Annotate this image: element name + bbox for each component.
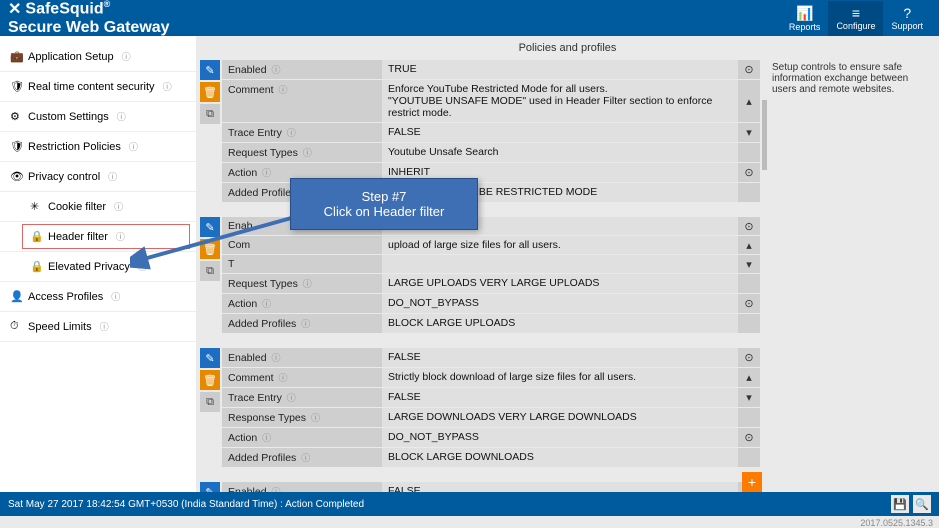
copy-button[interactable]: ⧉ [200,104,220,124]
sidebar-item-elevated-privacy[interactable]: 🔒 Elevated Privacyⓘ [0,252,196,282]
card-actions: ✎ 🗑 ⧉ [200,348,222,468]
lock-icon: 🔒 [30,230,42,243]
sidebar-item-cookie-filter[interactable]: ✳ Cookie filterⓘ [0,192,196,222]
info-icon: ⓘ [116,230,125,243]
toggle-button[interactable]: ⊙ [738,60,760,80]
version-label: 2017.0525.1345.3 [860,518,933,528]
card-actions: ✎ 🗑 ⧉ [200,60,222,203]
description-panel: Setup controls to ensure safe informatio… [764,60,939,492]
info-icon: ⓘ [117,110,126,123]
policy-card: ✎ 🗑 ⧉ Enabled ⓘFALSE⊙ Comment ⓘStrictly … [200,348,760,468]
sidebar-item-access[interactable]: 👤 Access Profilesⓘ [0,282,196,312]
sidebar-item-app-setup[interactable]: 💼 Application Setupⓘ [0,42,196,72]
sliders-icon: ≡ [836,5,875,21]
add-policy-button[interactable]: + [742,472,762,492]
status-icons: 💾 🔍 [891,495,931,513]
logo: ✕ SafeSquid® Secure Web Gateway [8,0,170,37]
topbar-actions: 📊 Reports ≡ Configure ? Support [781,1,931,36]
copy-button[interactable]: ⧉ [200,392,220,412]
chart-icon: 📊 [789,5,821,22]
main-body: ✎ 🗑 ⧉ Enabled ⓘTRUE⊙ Comment ⓘEnforce Yo… [196,60,939,492]
info-icon: ⓘ [100,320,109,333]
callout-text: Click on Header filter [297,204,471,219]
save-button[interactable]: 💾 [891,495,909,513]
content: 💼 Application Setupⓘ 🛡 Real time content… [0,36,939,492]
sidebar: 💼 Application Setupⓘ 🛡 Real time content… [0,36,196,492]
delete-button[interactable]: 🗑 [200,239,220,259]
reports-button[interactable]: 📊 Reports [781,1,829,36]
wrench-icon: ✕ [8,0,21,19]
brand-tagline: Secure Web Gateway [8,19,170,37]
lock-icon: 🔒 [30,260,42,273]
gear-icon: ⚙ [10,110,22,123]
cookie-icon: ✳ [30,200,42,213]
card-grid: Enabled ⓘFALSE⊙ Comment ⓘStrictly block … [222,348,760,468]
edit-button[interactable]: ✎ [200,482,220,492]
sidebar-item-privacy[interactable]: 👁 Privacy controlⓘ [0,162,196,192]
card-grid: Enab⊙ Comupload of large size files for … [222,217,760,334]
move-down-button[interactable]: ▾ [738,123,760,143]
main: Policies and profiles ✎ 🗑 ⧉ Enabled ⓘTRU… [196,36,939,492]
toggle-button[interactable]: ⊙ [738,294,760,314]
card-actions: ✎ 🗑 ⧉ [200,217,222,334]
sidebar-item-realtime[interactable]: 🛡 Real time content securityⓘ [0,72,196,102]
shield-icon: 🛡 [10,140,22,153]
policy-column: ✎ 🗑 ⧉ Enabled ⓘTRUE⊙ Comment ⓘEnforce Yo… [196,60,764,492]
help-icon: ? [891,5,923,21]
search-button[interactable]: 🔍 [913,495,931,513]
move-up-button[interactable]: ▴ [738,80,760,123]
topbar: ✕ SafeSquid® Secure Web Gateway 📊 Report… [0,0,939,36]
info-icon: ⓘ [114,200,123,213]
eye-icon: 👁 [10,170,22,183]
shield-icon: 🛡 [10,80,22,93]
configure-button[interactable]: ≡ Configure [828,1,883,36]
copy-button[interactable]: ⧉ [200,261,220,281]
toggle-button[interactable]: ⊙ [738,428,760,448]
policy-card: ✎ 🗑 ⧉ Enabled ⓘTRUE⊙ Comment ⓘEnforce Yo… [200,60,760,203]
info-icon: ⓘ [108,170,117,183]
info-icon: ⓘ [163,80,172,93]
policy-card: ✎ 🗑 ⧉ Enab⊙ Comupload of large size file… [200,217,760,334]
gauge-icon: ⏱ [10,320,22,333]
sidebar-item-restriction[interactable]: 🛡 Restriction Policiesⓘ [0,132,196,162]
info-icon: ⓘ [129,140,138,153]
card-grid: Enabled ⓘFALSE⊙ Comment ⓘBlock all YouTu… [222,482,760,492]
support-button[interactable]: ? Support [883,1,931,36]
delete-button[interactable]: 🗑 [200,370,220,390]
toggle-button[interactable]: ⊙ [738,217,760,236]
move-up-button[interactable]: ▴ [738,368,760,388]
info-icon: ⓘ [138,260,147,273]
policy-card: ✎ 🗑 ⧉ Enabled ⓘFALSE⊙ Comment ⓘBlock all… [200,482,760,492]
page-title: Policies and profiles [196,36,939,60]
info-icon: ⓘ [122,50,131,63]
move-down-button[interactable]: ▾ [738,255,760,274]
edit-button[interactable]: ✎ [200,217,220,237]
info-icon: ⓘ [111,290,120,303]
card-actions: ✎ 🗑 ⧉ [200,482,222,492]
status-text: Sat May 27 2017 18:42:54 GMT+0530 (India… [8,499,364,510]
toggle-button[interactable]: ⊙ [738,348,760,368]
edit-button[interactable]: ✎ [200,60,220,80]
user-icon: 👤 [10,290,22,303]
briefcase-icon: 💼 [10,50,22,63]
move-up-button[interactable]: ▴ [738,236,760,255]
sidebar-item-speed[interactable]: ⏱ Speed Limitsⓘ [0,312,196,342]
delete-button[interactable]: 🗑 [200,82,220,102]
tutorial-callout: Step #7 Click on Header filter [290,178,478,230]
brand-name: SafeSquid® [25,0,110,19]
edit-button[interactable]: ✎ [200,348,220,368]
toggle-button[interactable]: ⊙ [738,163,760,183]
statusbar: Sat May 27 2017 18:42:54 GMT+0530 (India… [0,492,939,516]
sidebar-item-custom[interactable]: ⚙ Custom Settingsⓘ [0,102,196,132]
sidebar-item-header-filter[interactable]: 🔒 Header filterⓘ [0,222,196,252]
callout-title: Step #7 [297,189,471,204]
scrollbar[interactable] [762,100,767,170]
move-down-button[interactable]: ▾ [738,388,760,408]
